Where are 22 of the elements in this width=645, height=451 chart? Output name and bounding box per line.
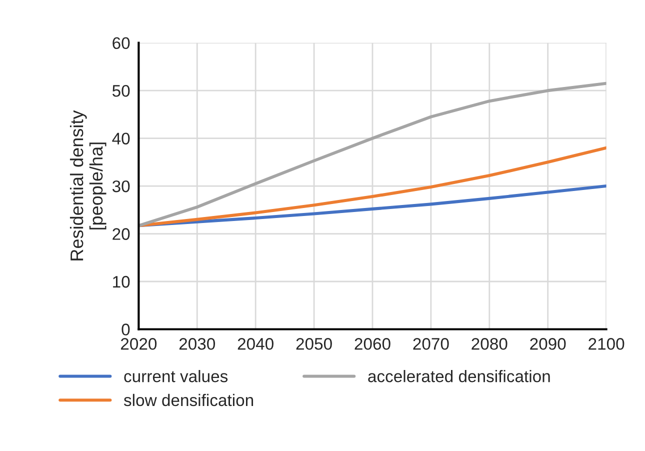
- line-series: [138, 146, 606, 228]
- legend-label: current values: [124, 370, 228, 382]
- y-tick-label: 0: [122, 324, 130, 336]
- x-tick-label: 2040: [238, 338, 274, 350]
- y-tick-label: 50: [112, 84, 130, 97]
- y-tick-label: 10: [113, 276, 130, 288]
- x-tick-label: 2050: [296, 338, 332, 350]
- x-tick-label: 2030: [179, 338, 216, 350]
- y-axis-title: Residential density [people/ha]: [70, 110, 106, 260]
- x-tick-label: 2100: [588, 338, 624, 350]
- x-tick-label: 2020: [120, 338, 157, 350]
- legend-label: accelerated densification: [368, 370, 550, 382]
- y-tick-label: 20: [112, 228, 130, 240]
- y-tick-label: 30: [112, 180, 130, 192]
- x-tick-label: 2090: [530, 338, 566, 350]
- line-series: [138, 82, 606, 228]
- y-tick-label: 60: [112, 37, 130, 50]
- x-tick-label: 2070: [413, 338, 449, 350]
- legend-label: slow densification: [124, 394, 254, 406]
- x-tick-label: 2060: [354, 338, 390, 350]
- x-tick-label: 2080: [472, 338, 508, 350]
- y-tick-label: 40: [112, 132, 130, 145]
